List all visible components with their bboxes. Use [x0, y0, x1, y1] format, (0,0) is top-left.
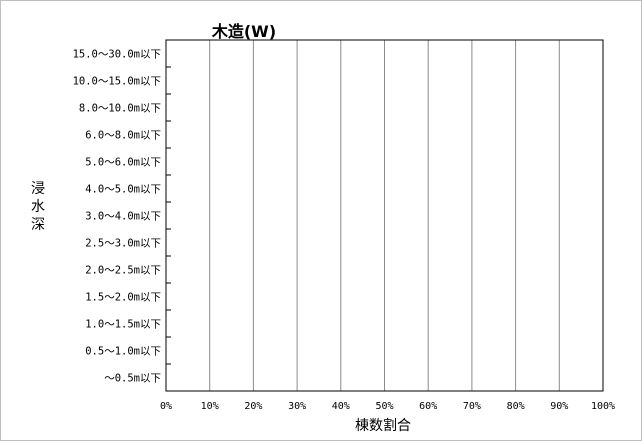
y-tick-label: 3.0～4.0m以下 — [85, 211, 161, 223]
y-tick-label: 2.5～3.0m以下 — [85, 238, 161, 250]
y-tick-label: 1.5～2.0m以下 — [85, 292, 161, 304]
y-tick-label: 2.0～2.5m以下 — [85, 265, 161, 277]
y-tick-label: 15.0～30.0m以下 — [73, 49, 161, 61]
x-axis-label: 棟数割合 — [355, 417, 411, 434]
x-tick-label: 50% — [375, 401, 393, 412]
x-tick-label: 90% — [550, 401, 568, 412]
plot-area — [165, 39, 604, 392]
x-tick-label: 100% — [591, 401, 615, 412]
x-tick-label: 60% — [419, 401, 437, 412]
x-tick-label: 30% — [288, 401, 306, 412]
y-tick-labels: 15.0～30.0m以下 10.0～15.0m以下 8.0～10.0m以下 6.0～8… — [73, 49, 161, 385]
x-tick-label: 0% — [160, 401, 172, 412]
x-tick-label: 70% — [463, 401, 481, 412]
x-tick-label: 20% — [244, 401, 262, 412]
x-tick-label: 40% — [332, 401, 350, 412]
plot-border — [165, 39, 604, 392]
y-tick-label: 5.0～6.0m以下 — [85, 157, 161, 169]
y-tick-label: 8.0～10.0m以下 — [79, 103, 161, 115]
x-tick-labels: 0% 10% 20% 30% 40% 50% 60% 70% 80% 90% 100% — [160, 401, 615, 412]
y-tick-label: 10.0～15.0m以下 — [73, 76, 161, 88]
y-tick-label: 1.0～1.5m以下 — [85, 319, 161, 331]
y-axis-label: 浸水深 — [31, 181, 45, 233]
x-tick-label: 10% — [201, 401, 219, 412]
gridlines — [209, 40, 560, 391]
chart-title: 木造(W) — [211, 22, 276, 41]
y-tick-label: ～0.5m以下 — [104, 373, 161, 385]
x-tick-label: 80% — [507, 401, 525, 412]
y-tick-label: 6.0～8.0m以下 — [85, 130, 161, 142]
y-tick-label: 4.0～5.0m以下 — [85, 184, 161, 196]
y-tick-label: 0.5～1.0m以下 — [85, 346, 161, 358]
